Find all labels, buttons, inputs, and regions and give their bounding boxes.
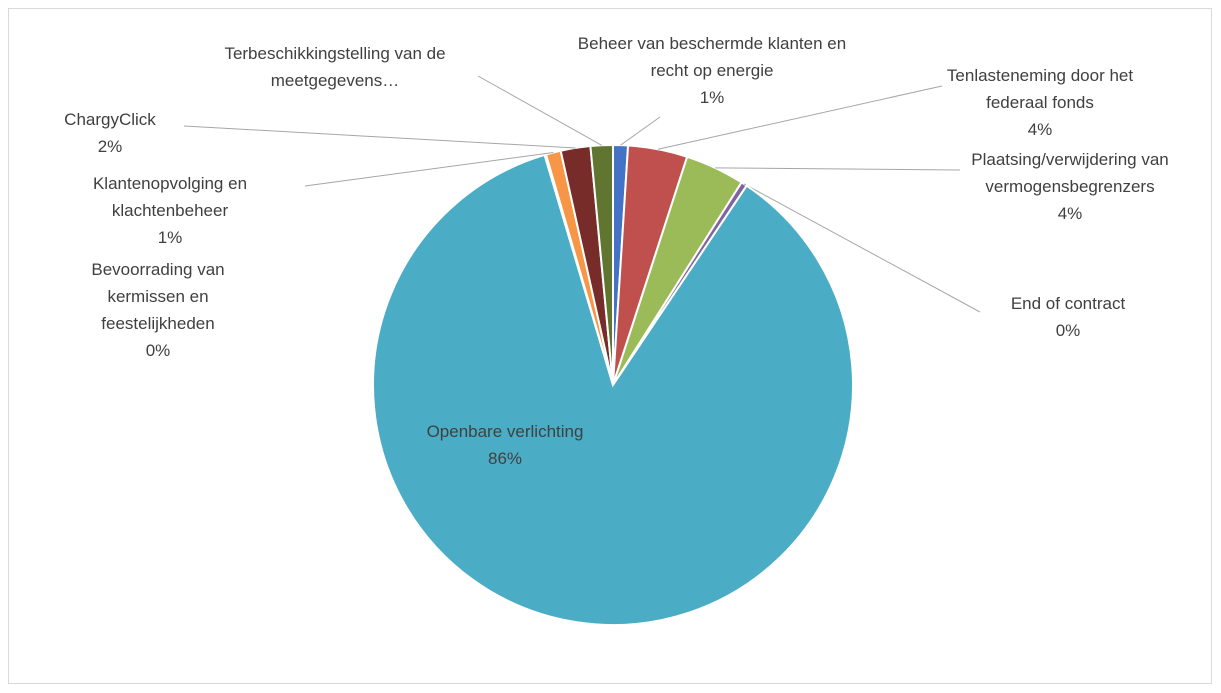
data-label: Beheer van beschermde klanten en recht o… [572, 30, 852, 111]
leader-line [477, 75, 602, 146]
value-label: 4% [1027, 120, 1053, 139]
value-label: 2% [97, 137, 123, 156]
category-label: Terbeschikkingstelling van de meetgegeve… [224, 44, 446, 90]
data-label: Tenlasteneming door het federaal fonds 4% [930, 62, 1150, 143]
leader-line [657, 85, 943, 150]
category-label: Klantenopvolging en klachtenbeheer [92, 174, 248, 220]
leader-line [715, 167, 961, 171]
leader-line [743, 183, 981, 313]
value-label: 86% [487, 449, 523, 468]
data-label: Plaatsing/verwijdering van vermogensbegr… [950, 146, 1190, 227]
category-label: Bevoorrading van kermissen en feestelijk… [91, 260, 225, 333]
category-label: End of contract [1010, 294, 1126, 313]
data-label: Openbare verlichting 86% [385, 418, 625, 472]
leader-line [620, 116, 661, 146]
data-label: Terbeschikkingstelling van de meetgegeve… [175, 40, 495, 94]
chart-area [8, 8, 1212, 684]
category-label: Plaatsing/verwijdering van vermogensbegr… [971, 150, 1169, 196]
category-label: Beheer van beschermde klanten en recht o… [577, 34, 847, 80]
value-label: 1% [699, 88, 725, 107]
value-label: 0% [1055, 321, 1081, 340]
data-label: Klantenopvolging en klachtenbeheer 1% [65, 170, 275, 251]
category-label: Tenlasteneming door het federaal fonds [946, 66, 1134, 112]
category-label: Openbare verlichting [426, 422, 584, 441]
data-label: End of contract 0% [968, 290, 1168, 344]
leader-line [304, 152, 554, 187]
data-label: Bevoorrading van kermissen en feestelijk… [53, 256, 263, 364]
value-label: 1% [157, 228, 183, 247]
pie-slice [372, 153, 854, 626]
leader-line [183, 125, 576, 149]
data-label: ChargyClick 2% [45, 106, 175, 160]
value-label: 4% [1057, 204, 1083, 223]
category-label: ChargyClick [64, 110, 156, 129]
value-label: 0% [145, 341, 171, 360]
